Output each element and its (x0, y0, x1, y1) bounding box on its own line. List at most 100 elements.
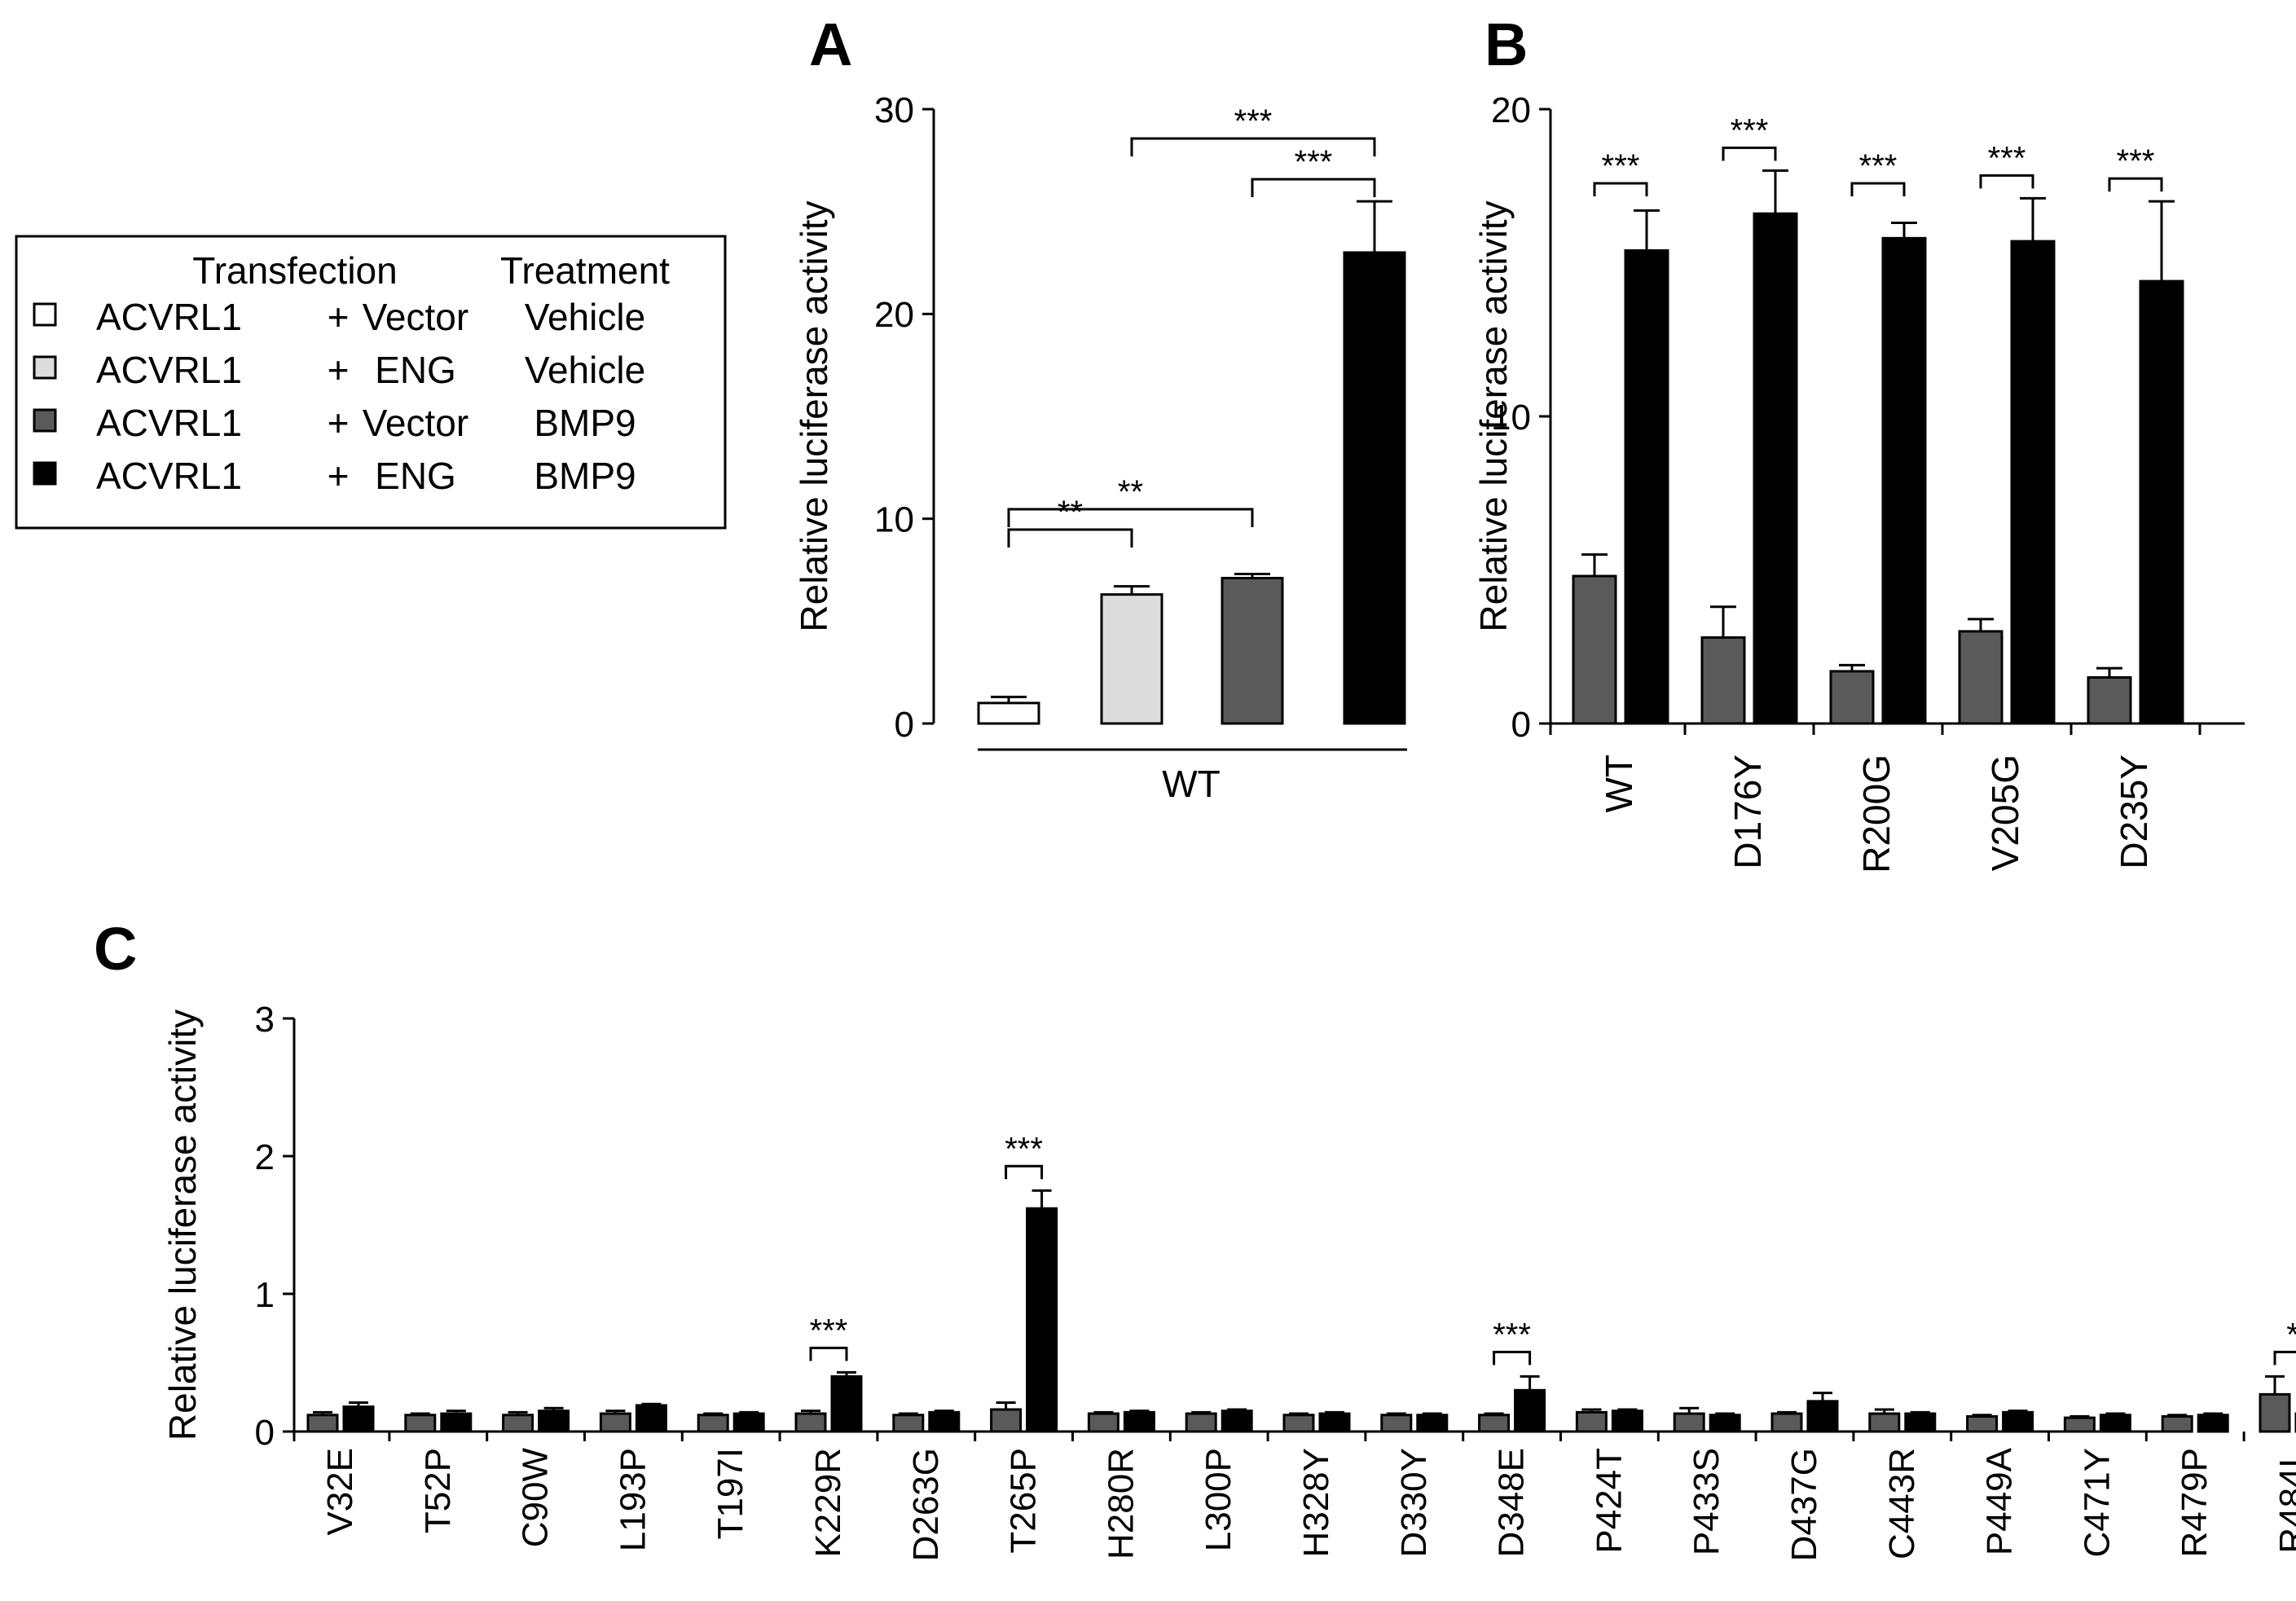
x-tick-label: D348E (1492, 1448, 1532, 1558)
bar (1700, 636, 1746, 725)
y-tick-label: 10 (874, 500, 914, 540)
bar (2197, 1414, 2229, 1433)
bar (794, 1412, 827, 1433)
x-tick-label: L193P (613, 1448, 653, 1551)
legend: Transfection Treatment ACVRL1 + Vector Vehi… (15, 235, 727, 530)
x-tick-label: L300P (1199, 1448, 1238, 1551)
x-tick-label: H280R (1101, 1448, 1141, 1559)
y-tick-label: 0 (1511, 705, 1531, 745)
significance-label: *** (1493, 1317, 1531, 1352)
x-tick-label: C443R (1882, 1448, 1922, 1559)
y-axis-label: Relative luciferase activity (793, 200, 835, 631)
bar (1575, 1410, 1608, 1433)
legend-treatment: Vehicle (525, 349, 645, 391)
bar (1318, 1412, 1351, 1433)
x-tick-label: P433S (1687, 1448, 1726, 1555)
bar (1881, 236, 1927, 725)
bar (2099, 1414, 2131, 1433)
y-tick-label: 0 (895, 705, 914, 745)
bar (1829, 670, 1875, 725)
bar (1868, 1412, 1901, 1433)
x-tick-label: C471Y (2077, 1448, 2117, 1558)
significance-label: *** (1005, 1131, 1043, 1167)
bar (1221, 577, 1284, 725)
y-tick-label: 0 (255, 1413, 275, 1453)
bar (1904, 1412, 1937, 1433)
legend-partner: ENG (375, 349, 456, 391)
x-tick-label: T197I (710, 1448, 750, 1540)
legend-treatment: BMP9 (534, 402, 636, 444)
panel-b-chart: 0 10 20 Relative luciferase activity WT *** D1… (1472, 90, 2245, 873)
legend-construct: ACVRL1 (96, 455, 242, 497)
y-tick-label: 20 (1491, 90, 1531, 130)
bar (342, 1405, 375, 1433)
bar (440, 1412, 473, 1433)
y-axis-label: Relative luciferase activity (161, 1009, 204, 1440)
panel-label-c: C (94, 915, 137, 983)
bar (830, 1374, 863, 1433)
bar (2087, 675, 2132, 725)
legend-treatment: Vehicle (525, 296, 645, 338)
y-axis-label: Relative luciferase activity (1472, 200, 1515, 631)
x-tick-label: D263G (906, 1448, 946, 1561)
bar (977, 702, 1040, 725)
bar (635, 1404, 667, 1433)
significance-label: *** (1295, 144, 1333, 180)
bar (1087, 1412, 1119, 1433)
bar (306, 1414, 339, 1433)
significance-bracket (1005, 1164, 1044, 1180)
x-tick-label: WT (1598, 754, 1640, 813)
significance-label: *** (1234, 103, 1273, 139)
legend-partner: Vector (363, 402, 468, 444)
x-tick-label: P424T (1589, 1448, 1629, 1554)
significance-bracket (1850, 182, 1906, 196)
legend-swatch (33, 461, 57, 486)
y-tick-label: 2 (255, 1137, 275, 1177)
significance-label: * (2286, 1317, 2296, 1352)
legend-construct: ACVRL1 (96, 349, 242, 391)
bar (2259, 1392, 2291, 1433)
significance-bracket (1493, 1350, 1532, 1366)
x-tick-label: T52P (418, 1448, 458, 1533)
significance-label: *** (810, 1313, 848, 1348)
legend-treatment: BMP9 (534, 455, 636, 497)
bar (892, 1414, 925, 1433)
x-tick-label: D330Y (1394, 1448, 1434, 1558)
bar (1673, 1412, 1705, 1433)
bar (1026, 1207, 1058, 1433)
legend-construct: ACVRL1 (96, 296, 242, 338)
x-tick-label: R200G (1855, 754, 1898, 873)
significance-bracket (1130, 137, 1376, 156)
x-tick-label: R479P (2175, 1448, 2215, 1558)
y-tick-label: 3 (255, 1000, 275, 1040)
x-tick-label: V205G (1984, 754, 2026, 871)
panel-c-chart: 0 1 2 3 Relative luciferase activity V32E T52P… (161, 1000, 2296, 1561)
bar (1478, 1414, 1511, 1433)
y-tick-label: 1 (255, 1275, 275, 1315)
legend-partner: ENG (375, 455, 456, 497)
bar (1185, 1412, 1217, 1433)
panel-label-b: B (1484, 11, 1528, 78)
bar (1753, 212, 1798, 725)
bar (1709, 1414, 1741, 1433)
bar (1380, 1414, 1413, 1433)
bar (697, 1414, 729, 1433)
bar (1806, 1400, 1839, 1433)
y-tick-label: 10 (1491, 398, 1531, 438)
legend-construct: ACVRL1 (96, 402, 242, 444)
bar (2063, 1416, 2096, 1433)
bar (1572, 574, 1617, 725)
bar (1966, 1414, 1999, 1433)
bar (1100, 593, 1163, 725)
bar (599, 1412, 631, 1433)
bar (1343, 251, 1406, 725)
bar (538, 1410, 570, 1433)
x-tick-label: P449A (1980, 1447, 2020, 1555)
x-tick-label: D235Y (2113, 754, 2155, 869)
significance-label: ** (1058, 495, 1083, 530)
bar (404, 1414, 437, 1433)
legend-swatch (33, 355, 57, 380)
bar (1123, 1410, 1155, 1433)
bar (2010, 240, 2056, 725)
